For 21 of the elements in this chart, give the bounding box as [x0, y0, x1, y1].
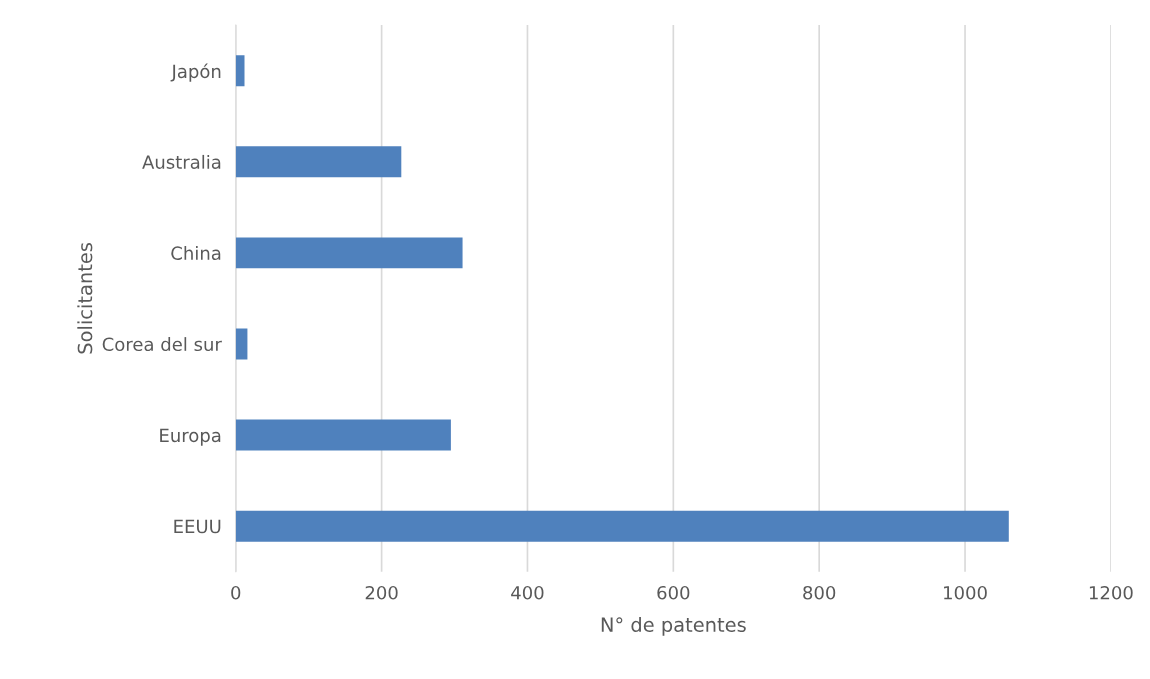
- x-tick-label: 400: [511, 585, 544, 600]
- y-tick-label: Corea del sur: [102, 337, 222, 352]
- y-tick-label: China: [171, 246, 221, 260]
- y-tick-label: Australia: [142, 154, 221, 169]
- bar: [235, 55, 245, 87]
- bar: [235, 237, 463, 269]
- y-tick-label: EEUU: [174, 519, 221, 534]
- bar: [235, 328, 248, 360]
- y-tick-label: Japón: [170, 63, 221, 82]
- bar: [235, 146, 402, 178]
- x-tick-label: 200: [365, 585, 398, 600]
- x-tick-label: 1200: [1089, 585, 1133, 600]
- x-tick-label: 800: [803, 585, 836, 600]
- bar: [235, 419, 451, 451]
- y-tick-label: Europa: [160, 428, 221, 446]
- x-tick-label: 600: [657, 585, 690, 600]
- x-axis-title: N° de patentes: [601, 616, 746, 636]
- y-axis-title: Solicitantes: [77, 243, 93, 354]
- bar: [235, 510, 1009, 542]
- x-tick-label: 0: [231, 585, 241, 600]
- x-tick-label: 1000: [944, 585, 987, 600]
